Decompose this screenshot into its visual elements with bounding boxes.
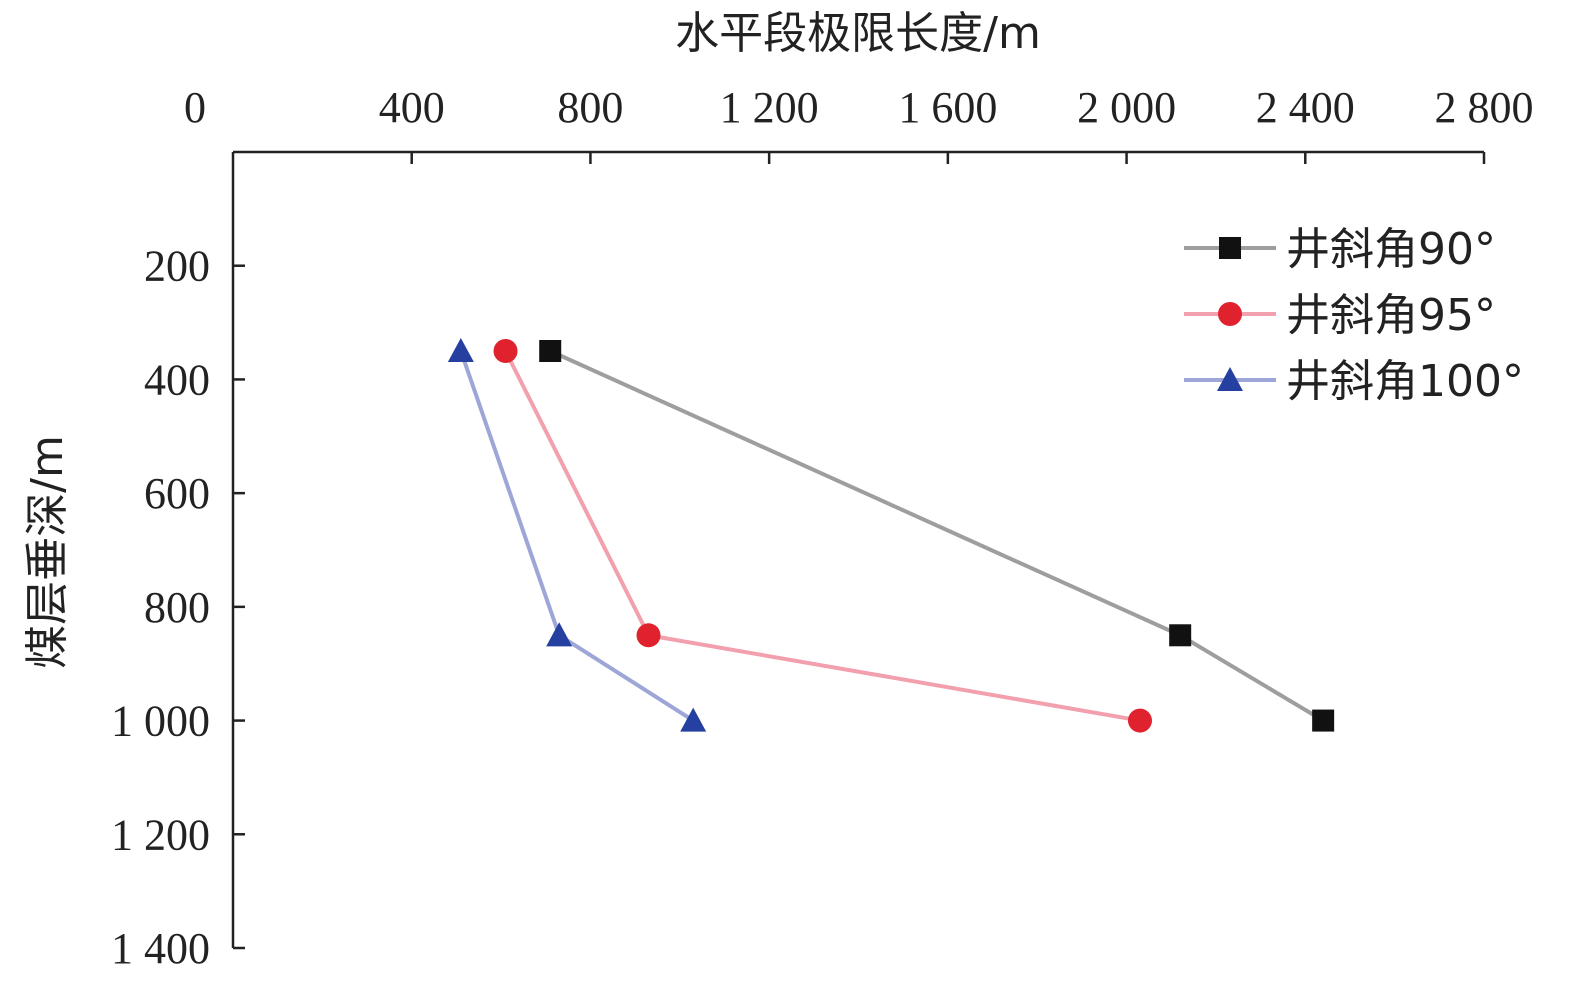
y-axis-title: 煤层垂深/m (22, 435, 73, 669)
data-point-s2-p1 (546, 622, 573, 647)
data-point-s2-p2 (680, 707, 707, 732)
legend-marker-0 (1219, 237, 1241, 259)
x-axis-title: 水平段极限长度/m (675, 8, 1041, 59)
x-tick-label: 2 800 (1435, 83, 1534, 132)
series-line-0 (549, 349, 1325, 723)
y-tick-label: 1 000 (111, 697, 210, 746)
y-tick-label: 1 200 (111, 810, 210, 859)
series-markers (447, 338, 1335, 733)
legend-label-0: 井斜角90° (1286, 224, 1496, 275)
x-tick-label: 0 (184, 83, 206, 132)
x-tick-label: 400 (379, 83, 445, 132)
data-point-s1-p1 (636, 623, 661, 648)
series-line-2 (458, 350, 695, 723)
y-tick-label: 600 (144, 469, 210, 518)
legend-marker-1 (1218, 302, 1242, 326)
y-tick-label: 800 (144, 583, 210, 632)
data-point-s2-p0 (447, 338, 474, 363)
legend-label-1: 井斜角95° (1286, 290, 1496, 341)
x-tick-label: 1 200 (720, 83, 819, 132)
data-point-s0-p0 (539, 340, 562, 362)
data-point-s0-p2 (1312, 709, 1335, 732)
y-tick-label: 200 (144, 242, 210, 291)
legend-label-2: 井斜角100° (1286, 356, 1524, 407)
x-tick-label: 1 600 (898, 83, 997, 132)
legend: 井斜角90° 井斜角95° 井斜角100° (1184, 224, 1524, 407)
x-tick-label: 2 000 (1077, 83, 1176, 132)
data-point-s1-p0 (493, 339, 518, 363)
series-line-1 (503, 350, 1141, 723)
x-tick-label: 800 (557, 83, 623, 132)
x-tick-label: 2 400 (1256, 83, 1355, 132)
data-point-s1-p2 (1127, 708, 1152, 733)
y-tick-label: 400 (144, 355, 210, 404)
series-lines (458, 349, 1325, 723)
y-tick-label: 1 400 (111, 924, 210, 973)
axes: 0 400 800 1 200 1 600 2 000 2 400 2 800 200 400 60… (111, 83, 1534, 973)
legend-marker-2 (1217, 367, 1243, 392)
data-point-s0-p1 (1169, 624, 1192, 647)
